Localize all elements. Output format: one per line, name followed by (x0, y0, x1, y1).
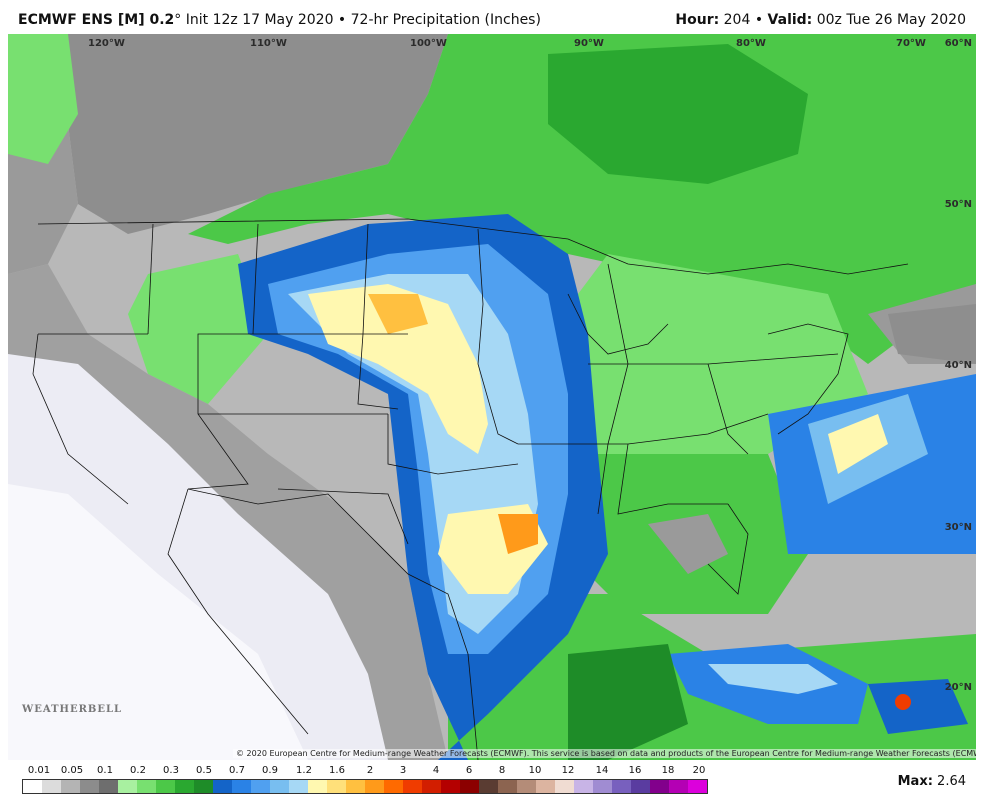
map-title: ECMWF ENS [M] 0.2° Init 12z 17 May 2020 … (18, 12, 541, 28)
colorbar-swatch (498, 780, 517, 793)
colorbar-swatch (99, 780, 118, 793)
colorbar-swatch (251, 780, 270, 793)
colorbar-swatch (422, 780, 441, 793)
legend-tick: 0.7 (229, 765, 245, 776)
colorbar-swatch (612, 780, 631, 793)
legend-ticks: 0.01 0.05 0.1 0.2 0.3 0.5 0.7 0.9 1.2 1.… (22, 765, 706, 777)
weatherbell-logo: WEATHERBELL (22, 704, 123, 715)
separator: • (750, 12, 768, 28)
valid-label: Valid: (767, 12, 813, 28)
lat-label-40n: 40°N (944, 360, 972, 371)
lat-label-50n: 50°N (944, 199, 972, 210)
lon-label-100w: 100°W (410, 38, 447, 49)
legend-tick: 0.9 (262, 765, 278, 776)
max-value-box: Max: 2.64 (898, 774, 966, 789)
legend-tick: 16 (628, 765, 642, 776)
legend-tick: 0.01 (27, 765, 51, 776)
colorbar-swatch (61, 780, 80, 793)
colorbar-swatch (137, 780, 156, 793)
colorbar-swatch (441, 780, 460, 793)
legend-tick: 0.05 (60, 765, 84, 776)
lat-label-20n: 20°N (944, 682, 972, 693)
legend-tick: 1.2 (296, 765, 312, 776)
colorbar-swatch (346, 780, 365, 793)
colorbar-swatch (365, 780, 384, 793)
colorbar-swatch (308, 780, 327, 793)
valid-value: 00z Tue 26 May 2020 (812, 12, 966, 28)
colorbar-swatch (593, 780, 612, 793)
colorbar-swatch (270, 780, 289, 793)
precipitation-map: 120°W 110°W 100°W 90°W 80°W 70°W 60°N 50… (8, 34, 976, 760)
legend-tick: 0.3 (163, 765, 179, 776)
colorbar-swatch (289, 780, 308, 793)
degree-symbol: ° (174, 12, 182, 28)
legend-tick: 10 (528, 765, 542, 776)
colorbar-swatch (536, 780, 555, 793)
header-bar: ECMWF ENS [M] 0.2° Init 12z 17 May 2020 … (0, 0, 984, 34)
legend-tick: 0.1 (97, 765, 113, 776)
colorbar-swatch (650, 780, 669, 793)
colorbar-swatch (384, 780, 403, 793)
colorbar-swatch (80, 780, 99, 793)
legend-tick: 14 (595, 765, 609, 776)
model-name: ECMWF ENS [M] 0.2 (18, 12, 175, 28)
colorbar-swatch (156, 780, 175, 793)
legend-tick: 1.6 (329, 765, 345, 776)
lon-label-70w: 70°W (896, 38, 926, 49)
legend-tick: 0.2 (130, 765, 146, 776)
colorbar-swatch (232, 780, 251, 793)
colorbar-swatch (42, 780, 61, 793)
colorbar-swatch (327, 780, 346, 793)
colorbar-swatch (688, 780, 707, 793)
lon-label-90w: 90°W (574, 38, 604, 49)
map-canvas (8, 34, 976, 760)
title-info: Init 12z 17 May 2020 • 72-hr Precipitati… (181, 12, 541, 28)
legend-tick: 12 (561, 765, 575, 776)
legend-tick: 20 (692, 765, 706, 776)
lat-label-60n: 60°N (944, 38, 972, 49)
hour-label: Hour: (675, 12, 720, 28)
colorbar-swatch (460, 780, 479, 793)
hour-value: 204 (719, 12, 751, 28)
forecast-time: Hour: 204 • Valid: 00z Tue 26 May 2020 (675, 12, 966, 28)
precip-colorbar (22, 779, 708, 794)
legend-tick: 18 (661, 765, 675, 776)
colorbar-swatch (213, 780, 232, 793)
colorbar-swatch (574, 780, 593, 793)
colorbar-swatch (669, 780, 688, 793)
colorbar-swatch (403, 780, 422, 793)
max-label: Max: (897, 774, 933, 789)
legend-tick: 6 (465, 765, 473, 776)
colorbar-swatch (555, 780, 574, 793)
lon-label-120w: 120°W (88, 38, 125, 49)
legend-tick: 4 (432, 765, 440, 776)
colorbar-swatch (175, 780, 194, 793)
colorbar-swatch (517, 780, 536, 793)
lon-label-80w: 80°W (736, 38, 766, 49)
colorbar-swatch (118, 780, 137, 793)
legend-tick: 3 (399, 765, 407, 776)
lon-label-110w: 110°W (250, 38, 287, 49)
colorbar-swatch (479, 780, 498, 793)
legend-tick: 2 (366, 765, 374, 776)
legend-tick: 0.5 (196, 765, 212, 776)
lat-label-30n: 30°N (944, 522, 972, 533)
max-value: 2.64 (932, 774, 966, 789)
colorbar-swatch (194, 780, 213, 793)
legend-tick: 8 (498, 765, 506, 776)
copyright-notice: © 2020 European Centre for Medium-range … (233, 749, 976, 758)
colorbar-swatch (23, 780, 42, 793)
colorbar-swatch (631, 780, 650, 793)
